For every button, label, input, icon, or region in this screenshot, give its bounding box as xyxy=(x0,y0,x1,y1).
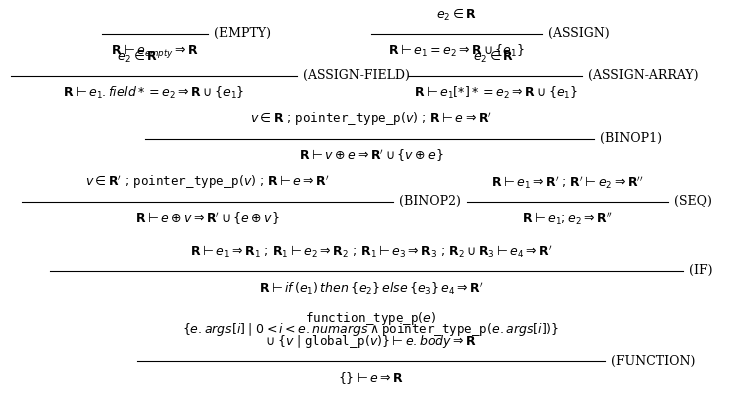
Text: (EMPTY): (EMPTY) xyxy=(214,27,271,40)
Text: $v \in \mathbf{R}^{\prime}$ ; $\mathtt{pointer\_type\_p}(v)$ ; $\mathbf{R} \vdas: $v \in \mathbf{R}^{\prime}$ ; $\mathtt{p… xyxy=(85,173,330,191)
Text: $\{e.\mathit{args}[i] \mid 0 < i < e.\mathit{numargs} \wedge \mathtt{pointer\_ty: $\{e.\mathit{args}[i] \mid 0 < i < e.\ma… xyxy=(183,321,559,338)
Text: $\{\} \vdash e \Rightarrow \mathbf{R}$: $\{\} \vdash e \Rightarrow \mathbf{R}$ xyxy=(338,370,404,386)
Text: (ASSIGN): (ASSIGN) xyxy=(548,27,609,40)
Text: (IF): (IF) xyxy=(689,265,712,277)
Text: $\mathbf{R} \vdash \mathit{if}\,(e_1)\,\mathit{then}\,\{e_2\}\,\mathit{else}\,\{: $\mathbf{R} \vdash \mathit{if}\,(e_1)\,\… xyxy=(259,280,483,297)
Text: (BINOP1): (BINOP1) xyxy=(600,132,662,145)
Text: $v \in \mathbf{R}$ ; $\mathtt{pointer\_type\_p}(v)$ ; $\mathbf{R} \vdash e \Righ: $v \in \mathbf{R}$ ; $\mathtt{pointer\_t… xyxy=(250,110,492,128)
Text: $\mathbf{R} \vdash v \oplus e \Rightarrow \mathbf{R}^{\prime} \cup \{v \oplus e\: $\mathbf{R} \vdash v \oplus e \Rightarro… xyxy=(299,148,443,164)
Text: $\mathbf{R} \vdash e_1 \Rightarrow \mathbf{R}_1$ ; $\mathbf{R}_1 \vdash e_2 \Rig: $\mathbf{R} \vdash e_1 \Rightarrow \math… xyxy=(190,244,552,260)
Text: $\mathtt{function\_type\_p}(e)$: $\mathtt{function\_type\_p}(e)$ xyxy=(306,310,436,327)
Text: (ASSIGN-ARRAY): (ASSIGN-ARRAY) xyxy=(588,69,699,82)
Text: $e_2 \in \mathbf{R}$: $e_2 \in \mathbf{R}$ xyxy=(117,49,157,65)
Text: $e_2 \in \mathbf{R}$: $e_2 \in \mathbf{R}$ xyxy=(473,49,513,65)
Text: (SEQ): (SEQ) xyxy=(674,195,712,208)
Text: (BINOP2): (BINOP2) xyxy=(399,195,461,208)
Text: $\mathbf{R} \vdash e \oplus v \Rightarrow \mathbf{R}^{\prime} \cup \{e \oplus v\: $\mathbf{R} \vdash e \oplus v \Rightarro… xyxy=(136,211,280,227)
Text: (FUNCTION): (FUNCTION) xyxy=(611,355,695,368)
Text: $e_2 \in \mathbf{R}$: $e_2 \in \mathbf{R}$ xyxy=(436,7,476,23)
Text: $\mathbf{R} \vdash e_1 \Rightarrow \mathbf{R}^{\prime}$ ; $\mathbf{R}^{\prime} \: $\mathbf{R} \vdash e_1 \Rightarrow \math… xyxy=(491,174,644,191)
Text: $\mathbf{R} \vdash e_1 = e_2 \Rightarrow \mathbf{R} \cup \{e_1\}$: $\mathbf{R} \vdash e_1 = e_2 \Rightarrow… xyxy=(388,43,525,59)
Text: $\mathbf{R} \vdash e_1.\mathit{field}* = e_2 \Rightarrow \mathbf{R} \cup \{e_1\}: $\mathbf{R} \vdash e_1.\mathit{field}* =… xyxy=(63,85,244,101)
Text: $\mathbf{R} \vdash e_1 ; e_2 \Rightarrow \mathbf{R}^{\prime\prime}$: $\mathbf{R} \vdash e_1 ; e_2 \Rightarrow… xyxy=(522,211,613,228)
Text: (ASSIGN-FIELD): (ASSIGN-FIELD) xyxy=(303,69,410,82)
Text: $\mathbf{R} \vdash e_1[*]* = e_2 \Rightarrow \mathbf{R} \cup \{e_1\}$: $\mathbf{R} \vdash e_1[*]* = e_2 \Righta… xyxy=(413,85,578,101)
Text: $\cup\;\{v \mid \mathtt{global\_p}(v)\} \vdash e.\mathit{body} \Rightarrow \math: $\cup\;\{v \mid \mathtt{global\_p}(v)\} … xyxy=(265,333,477,350)
Text: $\mathbf{R} \vdash e_{empty} \Rightarrow \mathbf{R}$: $\mathbf{R} \vdash e_{empty} \Rightarrow… xyxy=(111,43,199,61)
